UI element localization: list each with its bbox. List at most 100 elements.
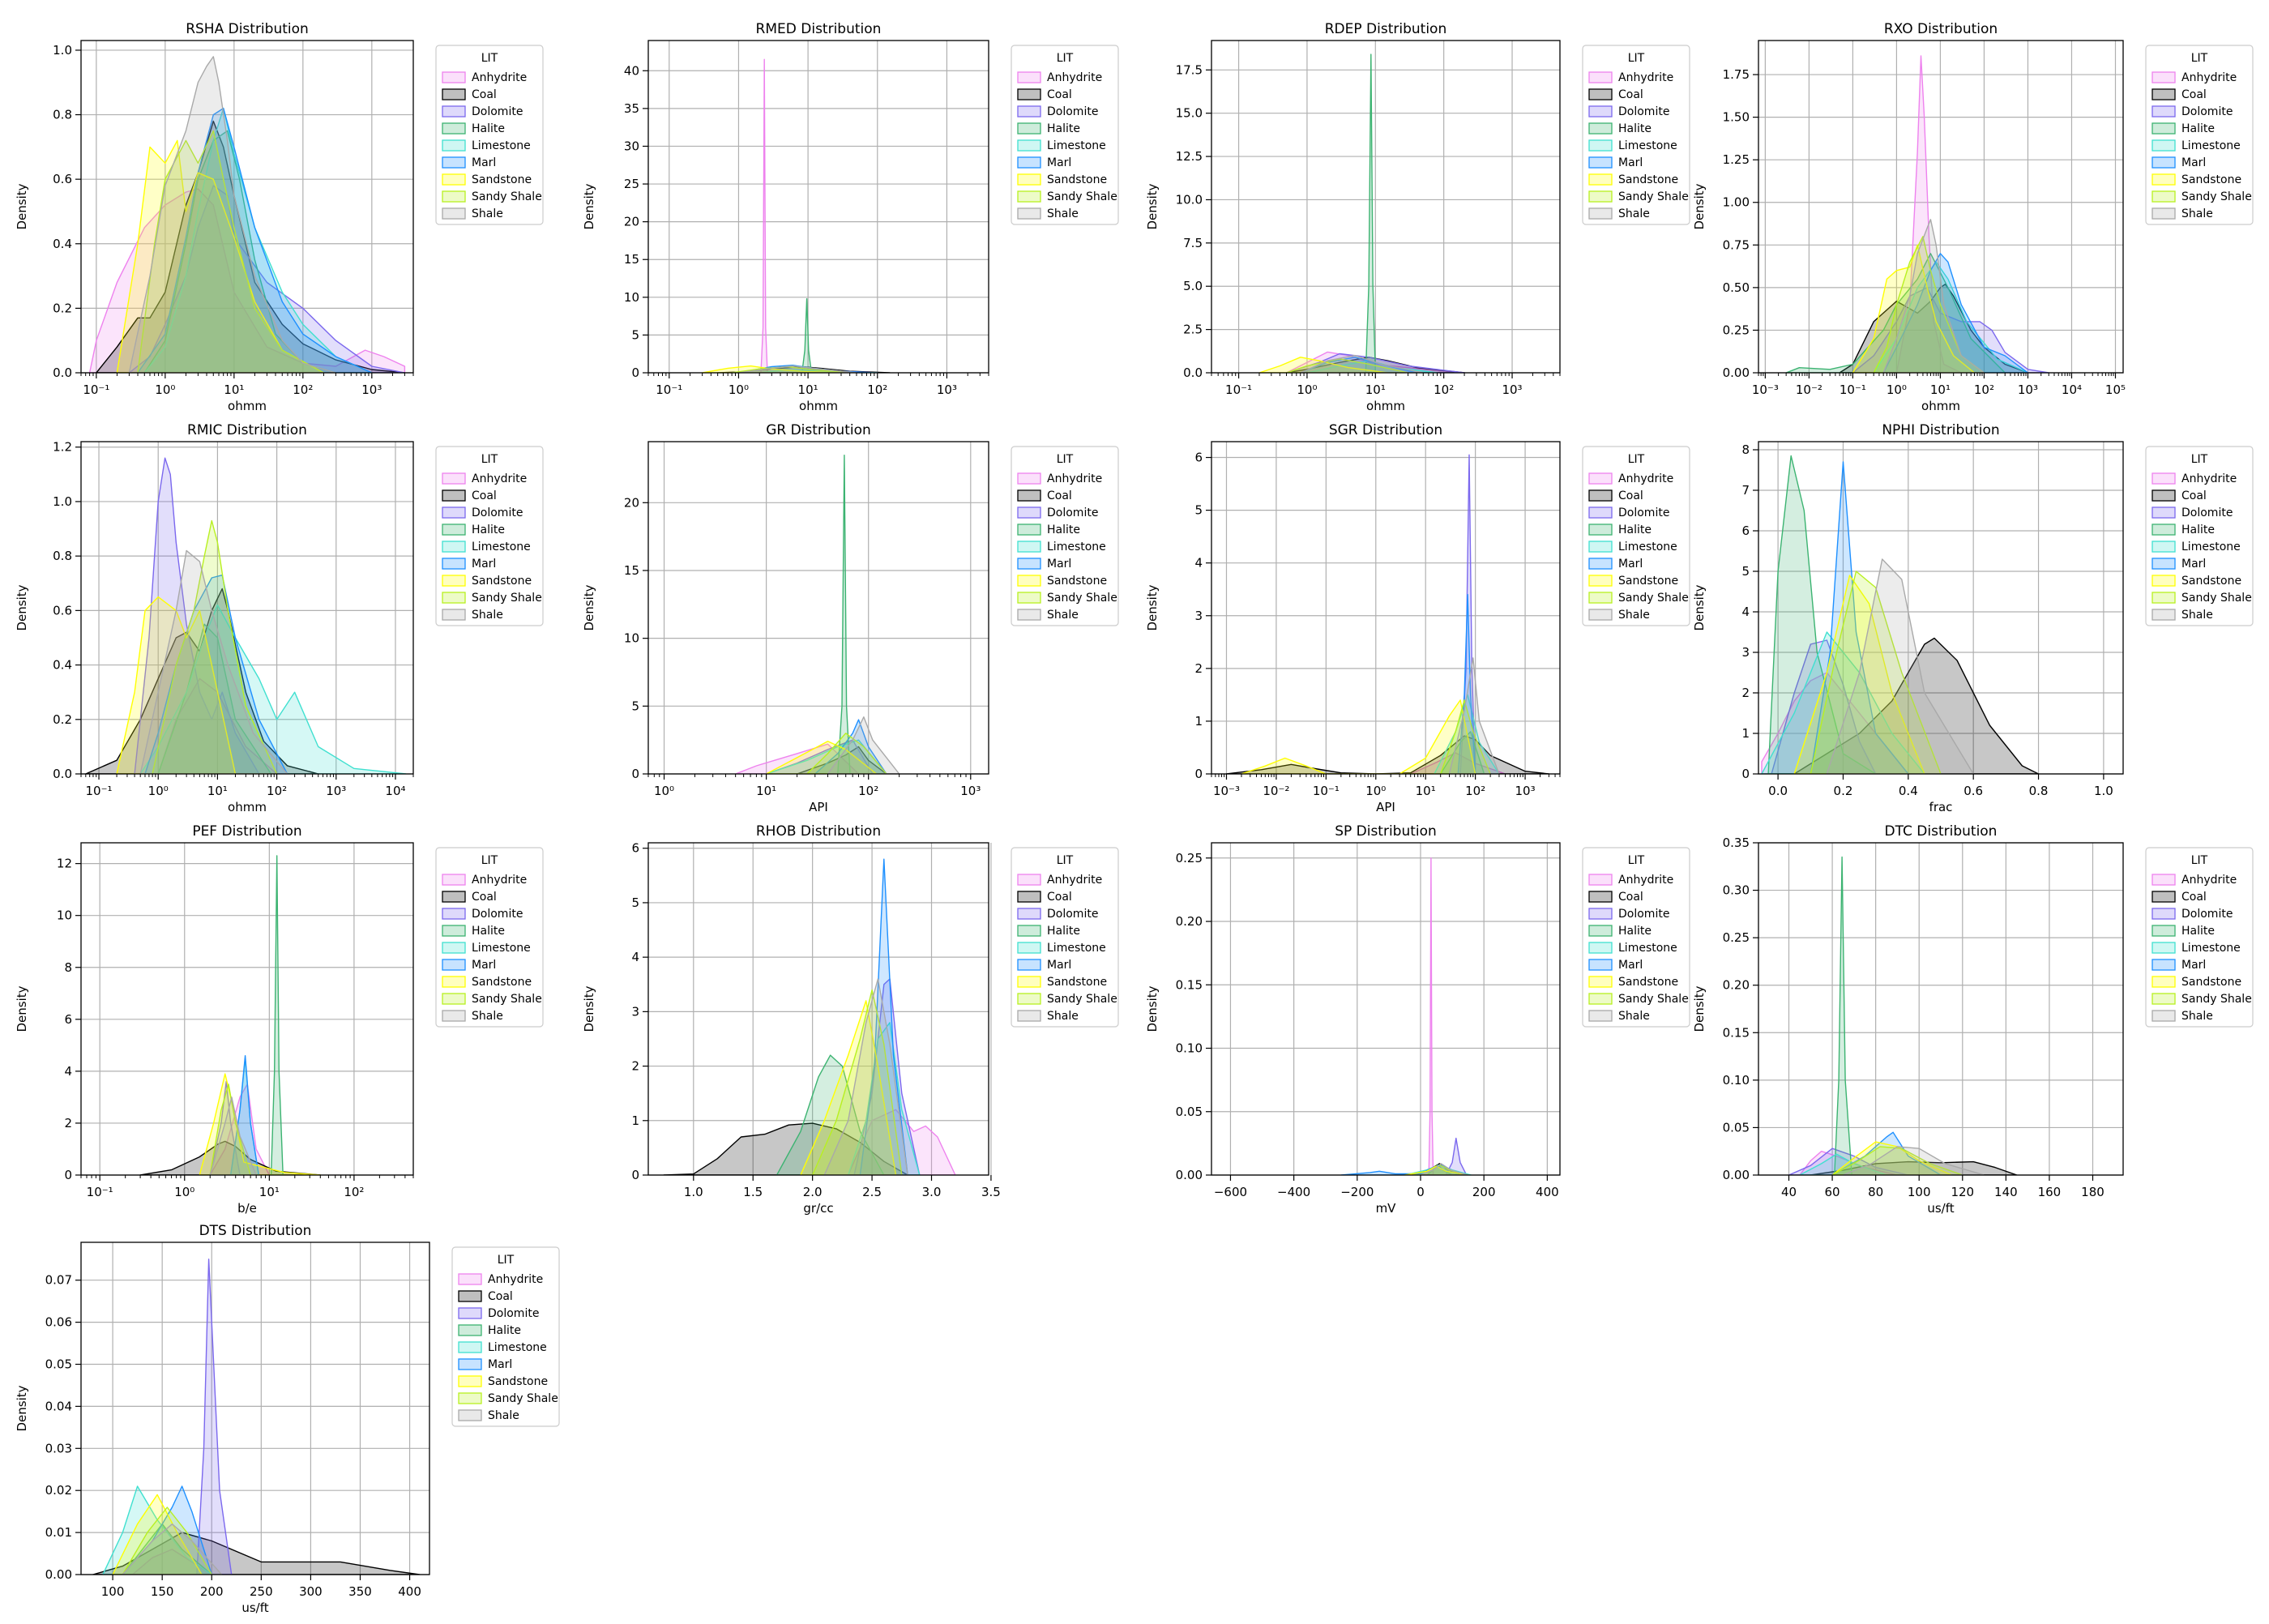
legend-swatch-coal: [442, 489, 466, 502]
x-tick-label: 10¹: [1365, 382, 1386, 397]
x-tick-label: 10⁰: [155, 382, 175, 397]
legend-swatch-sandstone: [442, 575, 466, 587]
y-axis-label: Density: [1692, 183, 1707, 229]
y-axis-label: Density: [1692, 584, 1707, 630]
rmic-subplot: 10⁻¹ 10⁰ 10¹ 10² 10³ 10⁴ 0.0 0.2 0.4 0.6 0.8 1.0 1.2…: [15, 422, 544, 814]
legend-swatch-sandstone: [1017, 575, 1041, 587]
series-area-sandstone: [1793, 575, 1925, 774]
legend-swatch-halite: [1588, 122, 1613, 135]
legend-label-anhydrite: Anhydrite: [488, 1273, 543, 1286]
y-axis-label: Density: [582, 584, 596, 630]
legend-label-coal: Coal: [472, 891, 497, 904]
rhob-subplot: 1.0 1.5 2.0 2.5 3.0 3.5 0 1 2 3 4 5 6 RHOB Distributi…: [582, 823, 1119, 1216]
legend-label-halite: Halite: [1618, 925, 1652, 938]
legend-label-sandstone: Sandstone: [1618, 173, 1678, 186]
sp-subplot: −600 −400 −200 0 200 400 0.00 0.05 0.10 0.15 0.20 0…: [1145, 823, 1690, 1216]
legend-label-sandy-shale: Sandy Shale: [1047, 592, 1117, 605]
legend-label-halite: Halite: [488, 1324, 521, 1337]
y-tick-label: 0: [631, 1168, 639, 1182]
legend-label-anhydrite: Anhydrite: [472, 71, 527, 84]
legend-swatch-sandstone: [1017, 976, 1041, 988]
y-axis-label: Density: [1145, 985, 1160, 1032]
series-area-limestone: [765, 739, 887, 774]
legend-swatch-marl: [1017, 959, 1041, 971]
y-tick-label: 0.05: [1176, 1105, 1203, 1119]
legend-swatch-halite: [1588, 925, 1613, 937]
x-tick-label: 160: [2038, 1185, 2062, 1199]
rdep-subplot: 10⁻¹ 10⁰ 10¹ 10² 10³ 0.0 2.5 5.0 7.5 10.0 12.5 15.0…: [1145, 21, 1690, 413]
legend-label-coal: Coal: [2181, 88, 2207, 101]
series-area-marl: [1300, 357, 1417, 373]
grid-lines: [1211, 442, 1560, 775]
y-tick-label: 0.6: [53, 172, 72, 186]
x-tick-label: 100: [1908, 1185, 1931, 1199]
y-tick-label: 17.5: [1176, 62, 1203, 77]
legend-label-limestone: Limestone: [472, 942, 531, 955]
x-tick-label: 300: [299, 1584, 323, 1599]
legend-swatch-anhydrite: [1017, 874, 1041, 886]
legend-box: [1582, 847, 1690, 1028]
chart-title: RHOB Distribution: [756, 823, 881, 840]
y-tick-label: 15.0: [1176, 106, 1203, 121]
series-area-dolomite: [1445, 1137, 1468, 1175]
series-area-sandstone: [1852, 244, 1976, 373]
legend-label-marl: Marl: [1618, 156, 1643, 169]
x-tick-label: 140: [1994, 1185, 2018, 1199]
legend-swatch-anhydrite: [1588, 472, 1613, 485]
legend-swatch-limestone: [442, 942, 466, 954]
x-tick-label: 10²: [1465, 784, 1485, 798]
x-tick-label: 120: [1951, 1185, 1974, 1199]
x-tick-label: 10⁻¹: [656, 382, 682, 397]
legend-swatch-sandstone: [1588, 575, 1613, 587]
axes-frame: [647, 441, 989, 775]
y-axis-label: Density: [15, 584, 29, 630]
legend: LIT Anhydrite Coal Dolomite Halite Limestone M…: [2145, 446, 2254, 626]
legend-label-shale: Shale: [472, 609, 503, 622]
legend-label-shale: Shale: [1618, 609, 1650, 622]
x-tick-label: 10⁻¹: [1225, 382, 1252, 397]
y-tick-label: 7: [1741, 483, 1750, 498]
y-tick-label: 0: [1741, 767, 1750, 781]
y-tick-label: 6: [631, 841, 639, 856]
legend-swatch-dolomite: [1017, 908, 1041, 920]
legend-swatch-dolomite: [2151, 908, 2176, 920]
y-tick-label: 2: [1194, 661, 1203, 676]
legend-label-dolomite: Dolomite: [1047, 506, 1098, 519]
legend-label-limestone: Limestone: [1618, 541, 1677, 553]
legend-swatch-sandstone: [1588, 173, 1613, 186]
y-tick-label: 0.10: [1723, 1073, 1750, 1088]
legend-label-anhydrite: Anhydrite: [1618, 874, 1673, 887]
series-area-marl: [1882, 253, 2029, 373]
chart-title: RXO Distribution: [1884, 21, 1998, 37]
y-axis-label: Density: [1145, 584, 1160, 630]
density-areas: [1225, 454, 1550, 774]
y-tick-label: 1.75: [1723, 67, 1750, 82]
legend: LIT Anhydrite Coal Dolomite Halite Limestone M…: [1011, 45, 1119, 225]
x-axis-label: frac: [1929, 800, 1953, 814]
axes-frame: [80, 441, 414, 775]
y-tick-label: 0.20: [1176, 914, 1203, 929]
legend-title: LIT: [481, 453, 498, 466]
series-area-halite: [1365, 53, 1376, 373]
y-tick-label: 4: [64, 1064, 72, 1079]
legend-label-coal: Coal: [488, 1290, 513, 1303]
legend-label-coal: Coal: [472, 88, 497, 101]
legend-swatch-sandstone: [442, 976, 466, 988]
y-tick-label: 1.50: [1723, 110, 1750, 125]
legend-swatch-limestone: [2151, 942, 2176, 954]
y-tick-label: 6: [1194, 451, 1203, 465]
y-tick-label: 0.00: [1723, 1168, 1750, 1182]
series-area-sandy-shale: [1285, 358, 1409, 373]
x-tick-label: 2.0: [803, 1185, 823, 1199]
legend-label-dolomite: Dolomite: [2181, 506, 2233, 519]
legend-swatch-halite: [1017, 122, 1041, 135]
series-area-coal: [663, 1122, 908, 1175]
series-area-sandstone: [702, 365, 842, 373]
y-tick-label: 0.8: [53, 549, 72, 563]
series-area-marl: [144, 575, 288, 774]
x-tick-label: 1.0: [2094, 784, 2113, 798]
x-tick-label: 10³: [960, 784, 981, 798]
legend: LIT Anhydrite Coal Dolomite Halite Limestone M…: [1582, 446, 1690, 626]
y-tick-label: 0.04: [45, 1399, 72, 1413]
y-tick-label: 8: [64, 960, 72, 975]
